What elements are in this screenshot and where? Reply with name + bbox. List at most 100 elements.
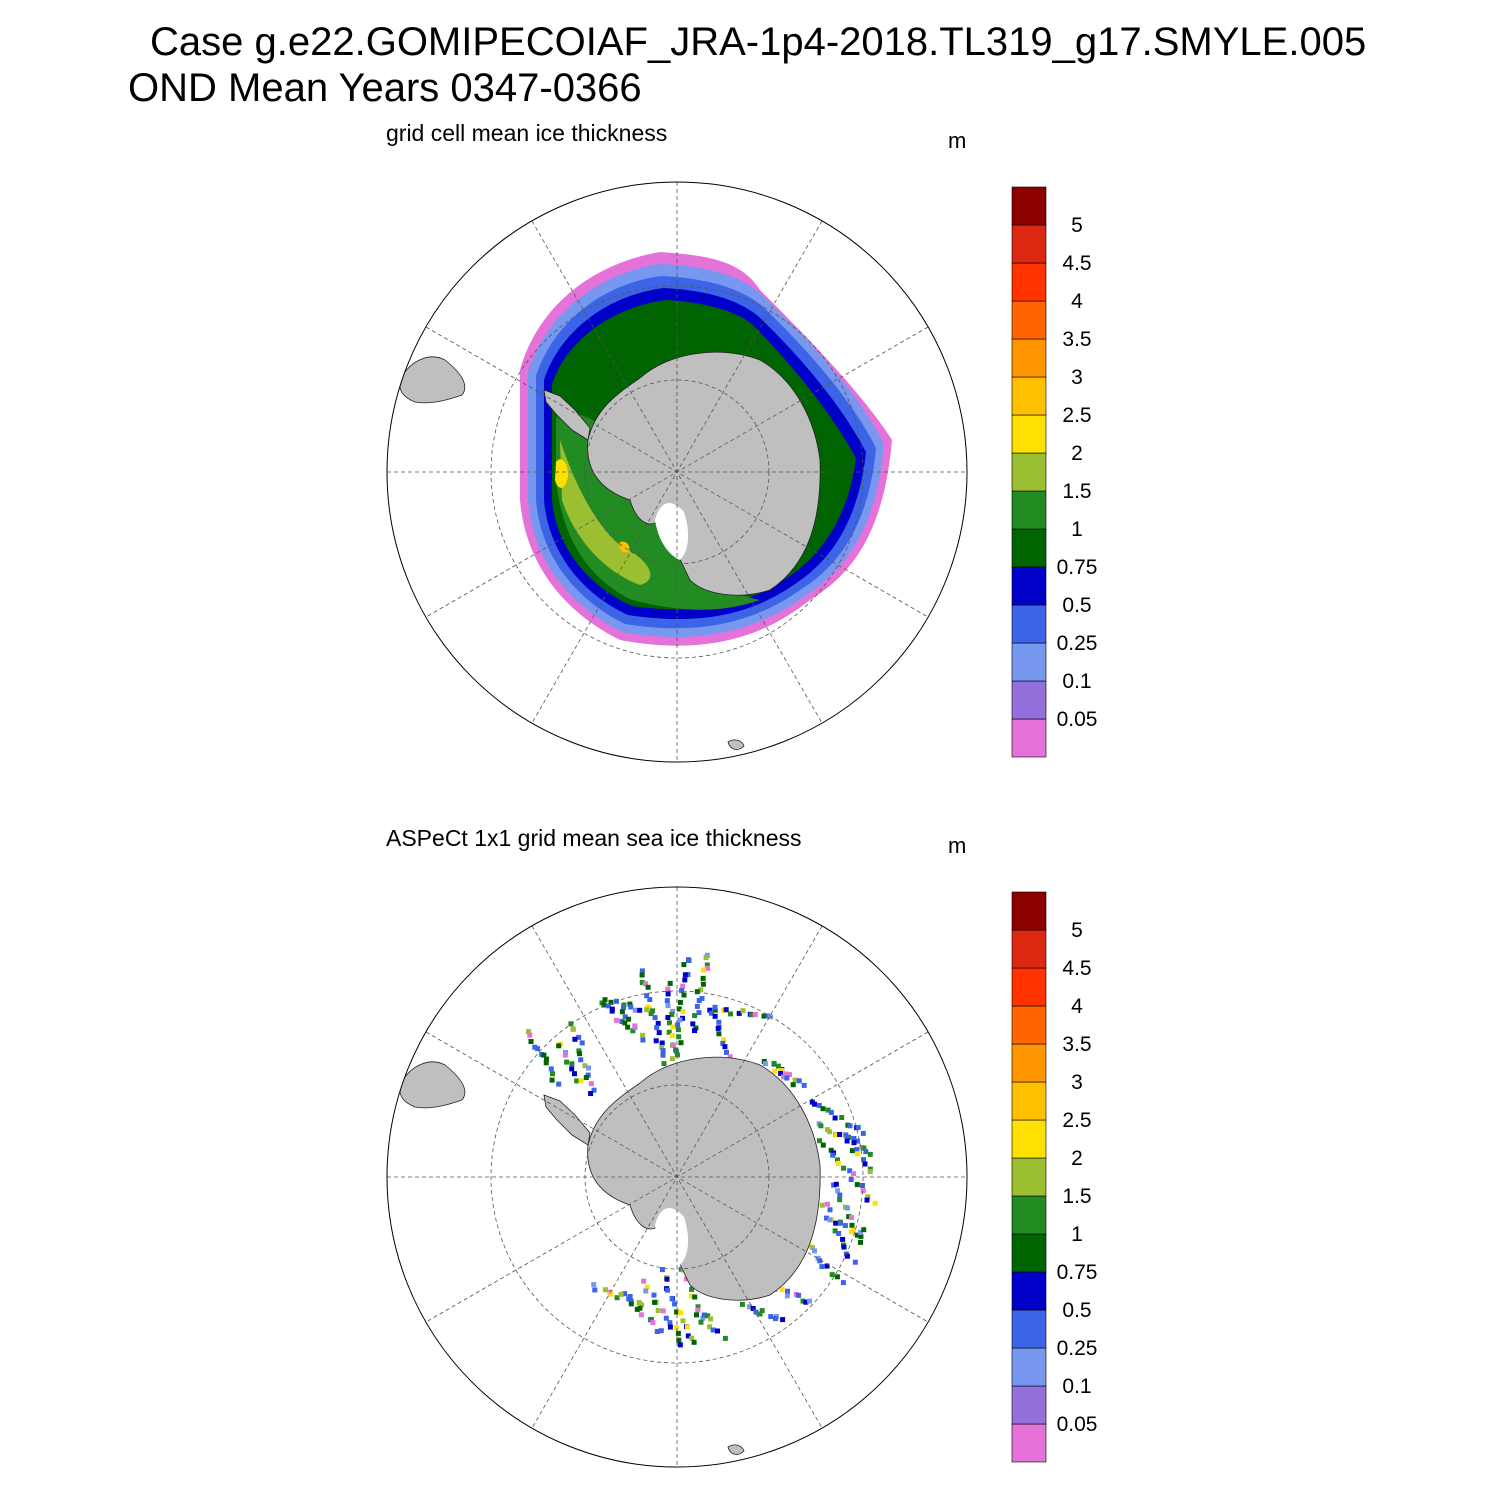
track-cell — [577, 1051, 582, 1057]
colorbar-tick-label: 1 — [1071, 1223, 1083, 1246]
track-cell — [647, 997, 653, 1002]
track-cell — [716, 1019, 722, 1025]
track-cell — [842, 1223, 848, 1229]
south-america — [399, 356, 466, 404]
colorbar-tick-label: 3 — [1071, 1071, 1083, 1094]
colorbar-swatch — [1011, 1043, 1047, 1083]
track-cell — [840, 1236, 846, 1242]
track-cell — [753, 1309, 759, 1315]
track-cell — [672, 1301, 678, 1307]
track-cell — [563, 1050, 568, 1055]
panel-1-units: m — [948, 128, 967, 153]
colorbar-swatch — [1011, 929, 1047, 969]
track-cell — [749, 1012, 754, 1018]
track-cell — [660, 1308, 666, 1314]
track-cell — [775, 1063, 781, 1069]
track-cell — [586, 1065, 591, 1071]
track-cell — [579, 1040, 585, 1046]
track-cell — [846, 1214, 852, 1220]
track-cell — [622, 1020, 628, 1026]
track-cell — [858, 1233, 864, 1239]
track-cell — [609, 1008, 615, 1014]
track-cell — [619, 1019, 625, 1024]
track-cell — [670, 1008, 676, 1014]
colorbar-tick-label: 0.25 — [1057, 1337, 1098, 1360]
track-cell — [705, 965, 711, 971]
colorbar-tick-label: 4 — [1071, 290, 1083, 313]
track-cell — [669, 1033, 675, 1039]
figure-title-line-2: OND Mean Years 0347-0366 — [128, 66, 642, 110]
track-cell — [829, 1272, 835, 1278]
track-cell — [851, 1140, 857, 1146]
track-cell — [630, 1028, 636, 1034]
track-cell — [691, 1339, 697, 1345]
track-cell — [634, 1306, 640, 1312]
colorbar-swatch — [1011, 1423, 1047, 1463]
track-cell — [715, 1025, 721, 1031]
colorbar-tick-label: 1 — [1071, 518, 1083, 541]
track-cell — [659, 1040, 665, 1046]
track-cell — [669, 1012, 675, 1017]
track-cell — [849, 1148, 855, 1154]
longitude-gridlines — [387, 182, 967, 762]
track-cell — [528, 1039, 534, 1044]
track-cell — [677, 1342, 683, 1348]
track-cell — [685, 1333, 691, 1339]
track-cell — [535, 1046, 540, 1052]
track-cell — [602, 1287, 608, 1293]
track-cell — [864, 1197, 870, 1203]
track-cell — [847, 1123, 853, 1129]
track-cell — [637, 1305, 643, 1311]
track-cell — [645, 984, 651, 990]
track-cell — [637, 1007, 643, 1013]
track-cell — [787, 1072, 792, 1078]
track-cell — [550, 1071, 555, 1077]
colorbar-swatch — [1011, 1195, 1047, 1235]
ship-tracks — [526, 952, 878, 1348]
track-cell — [700, 975, 706, 981]
track-cell — [801, 1082, 807, 1088]
colorbar-swatch — [1011, 891, 1047, 931]
track-cell — [644, 993, 650, 999]
panel-1-title: grid cell mean ice thickness — [386, 120, 668, 146]
track-cell — [854, 1147, 860, 1152]
track-cell — [622, 1291, 628, 1297]
track-cell — [728, 1011, 733, 1017]
track-cell — [809, 1245, 815, 1250]
track-cell — [696, 1010, 702, 1016]
track-cell — [650, 1320, 656, 1326]
track-cell — [659, 1267, 665, 1273]
track-cell — [844, 1253, 850, 1259]
track-cell — [661, 1061, 667, 1067]
track-cell — [681, 962, 687, 968]
track-cell — [632, 1007, 638, 1013]
colorbar-swatch — [1011, 566, 1047, 606]
colorbar-swatch — [1011, 224, 1047, 264]
colorbar-swatch — [1011, 718, 1047, 758]
track-cell — [772, 1068, 778, 1074]
track-cell — [817, 1258, 823, 1264]
track-cell — [639, 980, 645, 985]
track-cell — [664, 998, 670, 1004]
track-cell — [818, 1123, 824, 1129]
track-cell — [548, 1066, 554, 1072]
track-cell — [780, 1317, 786, 1323]
ice-band-3 — [619, 541, 630, 553]
colorbar-tick-label: 2 — [1071, 1147, 1083, 1170]
track-cell — [526, 1029, 531, 1035]
track-cell — [800, 1298, 806, 1304]
track-cell — [692, 1294, 698, 1300]
track-cell — [832, 1115, 838, 1121]
track-cell — [654, 1025, 660, 1031]
panel-2-title: ASPeCt 1x1 grid mean sea ice thickness — [386, 825, 802, 851]
track-cell — [820, 1142, 826, 1148]
track-cell — [574, 1078, 580, 1084]
track-cell — [667, 1324, 673, 1330]
track-cell — [712, 1004, 718, 1010]
track-cell — [583, 1075, 589, 1080]
colorbar-swatch — [1011, 1157, 1047, 1197]
track-cell — [796, 1292, 802, 1298]
antarctica-land — [543, 1056, 821, 1301]
track-cell — [867, 1169, 873, 1175]
track-cell — [572, 1036, 578, 1042]
